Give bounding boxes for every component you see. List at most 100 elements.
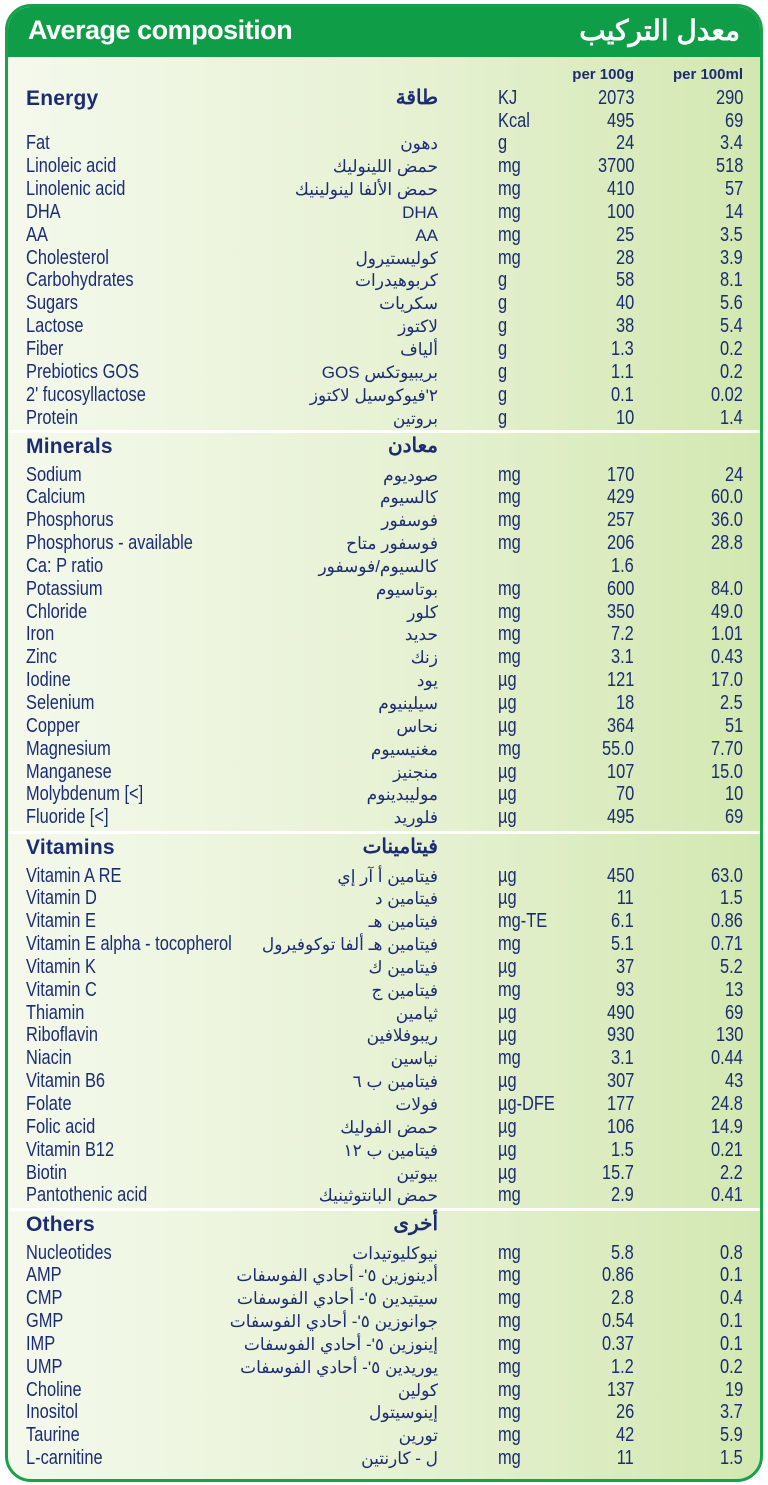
value-per-100ml: 69 [724,1001,743,1024]
section-title-arabic: طاقة [395,87,438,109]
nutrient-name-arabic: ثيامين [395,1003,438,1023]
unit: mg [498,577,521,600]
value-per-100ml: 0.02 [711,383,743,406]
nutrient-name-arabic: ل - كارنتين [361,1449,438,1469]
value-per-100ml: 3.7 [720,1401,743,1424]
nutrient-row: Nucleotides نيوكليوتيدات mg 5.8 0.8 [8,1242,760,1265]
nutrient-name-arabic: فيتامين هـ [368,912,438,932]
nutrient-name-arabic: فوسفور متاح [346,534,438,554]
nutrient-name-english: Vitamin B6 [26,1070,106,1093]
value-per-100ml: 0.43 [711,646,743,669]
nutrient-row: AA AA mg 25 3.5 [8,224,760,247]
nutrient-name-english: Taurine [26,1424,80,1447]
nutrient-name-arabic: فيتامين د [374,889,438,909]
nutrient-name-english: Fiber [26,338,64,360]
value-per-100g: 3700 [597,155,634,178]
nutrient-name-arabic: بوتاسيوم [375,579,438,599]
value-per-100ml: 5.2 [720,955,743,978]
value-per-100ml: 0.1 [720,1310,743,1333]
value-per-100g: 121 [606,669,634,692]
unit: mg [498,1310,521,1333]
nutrient-name-english: Vitamin E [26,910,96,933]
unit: g [498,132,508,155]
value-per-100g: 38 [615,315,634,338]
nutrient-row: Chloride كلور mg 350 49.0 [8,601,760,624]
nutrient-name-english: 2' fucosyllactose [26,383,146,406]
unit: mg [498,1355,521,1378]
nutrient-row: Vitamin E alpha - tocopherol فيتامين هـ أ… [8,933,760,956]
nutrient-row: Iodine يود µg 121 17.0 [8,669,760,692]
value-per-100ml: 1.5 [720,887,743,910]
value-per-100g: 24 [615,132,634,155]
nutrient-name-arabic: ألياف [400,340,438,359]
nutrient-name-arabic: DHA [402,202,438,222]
value-per-100ml: 518 [715,155,743,178]
value-per-100g: 257 [606,509,634,532]
nutrient-row: Sugars سكريات g 40 5.6 [8,292,760,315]
value-per-100g: 429 [606,486,634,509]
value-per-100ml: 36.0 [711,509,743,532]
nutrient-name-english: Manganese [26,760,112,783]
nutrient-name-arabic: كلور [407,602,438,622]
unit: mg [498,978,521,1001]
section-divider [8,1208,760,1211]
unit: µg [498,669,517,692]
nutrient-name-english: Zinc [26,646,57,669]
value-per-100ml: 2.2 [720,1161,743,1184]
nutrient-name-arabic: صوديوم [383,465,438,485]
unit: µg [498,1161,517,1184]
nutrient-name-english: Pantothenic acid [26,1184,148,1207]
nutrient-name-english: Fluoride [<] [26,806,109,829]
value-per-100ml: 0.4 [720,1287,743,1310]
nutrient-row: Riboflavin ريبوفلافين µg 930 130 [8,1024,760,1047]
nutrient-name-english: IMP [26,1332,56,1355]
nutrient-row: Potassium بوتاسيوم mg 600 84.0 [8,578,760,601]
nutrient-row: Sodium صوديوم mg 170 24 [8,464,760,487]
nutrient-name-arabic: إينوسيتول [368,1403,438,1423]
unit: mg [498,155,521,178]
nutrient-name-arabic: حمض الألفا لينولينيك [294,180,438,200]
nutrient-row: 2' fucosyllactose ٢'فيوكوسيل لاكتوز g 0.1 0.… [8,384,760,407]
nutrient-name-english: AA [26,223,48,246]
unit: µg [498,1115,517,1138]
value-per-100ml: 3.4 [720,132,743,155]
section-title-english: Others [26,1213,95,1236]
nutrient-name-english: Phosphorus [26,509,114,532]
unit: Kcal [498,109,530,132]
nutrient-name-arabic: فولات [395,1095,438,1114]
unit: mg [498,1424,521,1447]
value-per-100g: 11 [616,1447,634,1470]
section-title-english: Energy [26,87,99,110]
nutrient-name-english: L-carnitine [26,1447,103,1470]
value-per-100ml: 51 [724,714,743,737]
value-per-100g: 100 [606,200,634,223]
nutrient-name-arabic: موليبدينوم [366,785,438,805]
unit: mg [498,1378,521,1401]
nutrient-row: Fat دهون g 24 3.4 [8,132,760,155]
nutrient-row: IMP إينوزين ٥'- أحادي الفوسفات mg 0.37 0.1 [8,1333,760,1356]
nutrient-name-english: Vitamin K [26,955,96,978]
unit: µg [498,1001,517,1024]
value-per-100ml: 0.41 [711,1184,743,1207]
nutrient-name-arabic: ٢'فيوكوسيل لاكتوز [309,385,438,405]
nutrient-row: Taurine تورين mg 42 5.9 [8,1424,760,1447]
unit: mg [498,737,521,760]
nutrient-name-english: Sodium [26,463,82,486]
value-per-100g: 11 [616,887,634,910]
section-title-arabic: فيتامينات [362,836,438,858]
nutrient-name-arabic: حمض اللينوليك [332,157,438,177]
nutrient-row: Vitamin B6 فيتامين ب ٦ µg 307 43 [8,1070,760,1093]
nutrient-name-arabic: يوريدين ٥'- أحادي الفوسفات [240,1357,438,1377]
nutrient-row: L-carnitine ل - كارنتين mg 11 1.5 [8,1447,760,1470]
nutrient-name-english: Iron [26,623,55,646]
value-per-100ml: 84.0 [711,577,743,600]
nutrient-name-english: Linolenic acid [26,178,126,201]
value-per-100g: 1.3 [611,338,634,360]
unit: mg [498,200,521,223]
value-per-100g: 106 [606,1115,634,1138]
unit: g [498,338,508,360]
unit: mg [498,1401,521,1424]
value-per-100g: 307 [606,1070,634,1093]
unit: mg [498,463,521,486]
nutrient-name-english: Iodine [26,669,71,692]
